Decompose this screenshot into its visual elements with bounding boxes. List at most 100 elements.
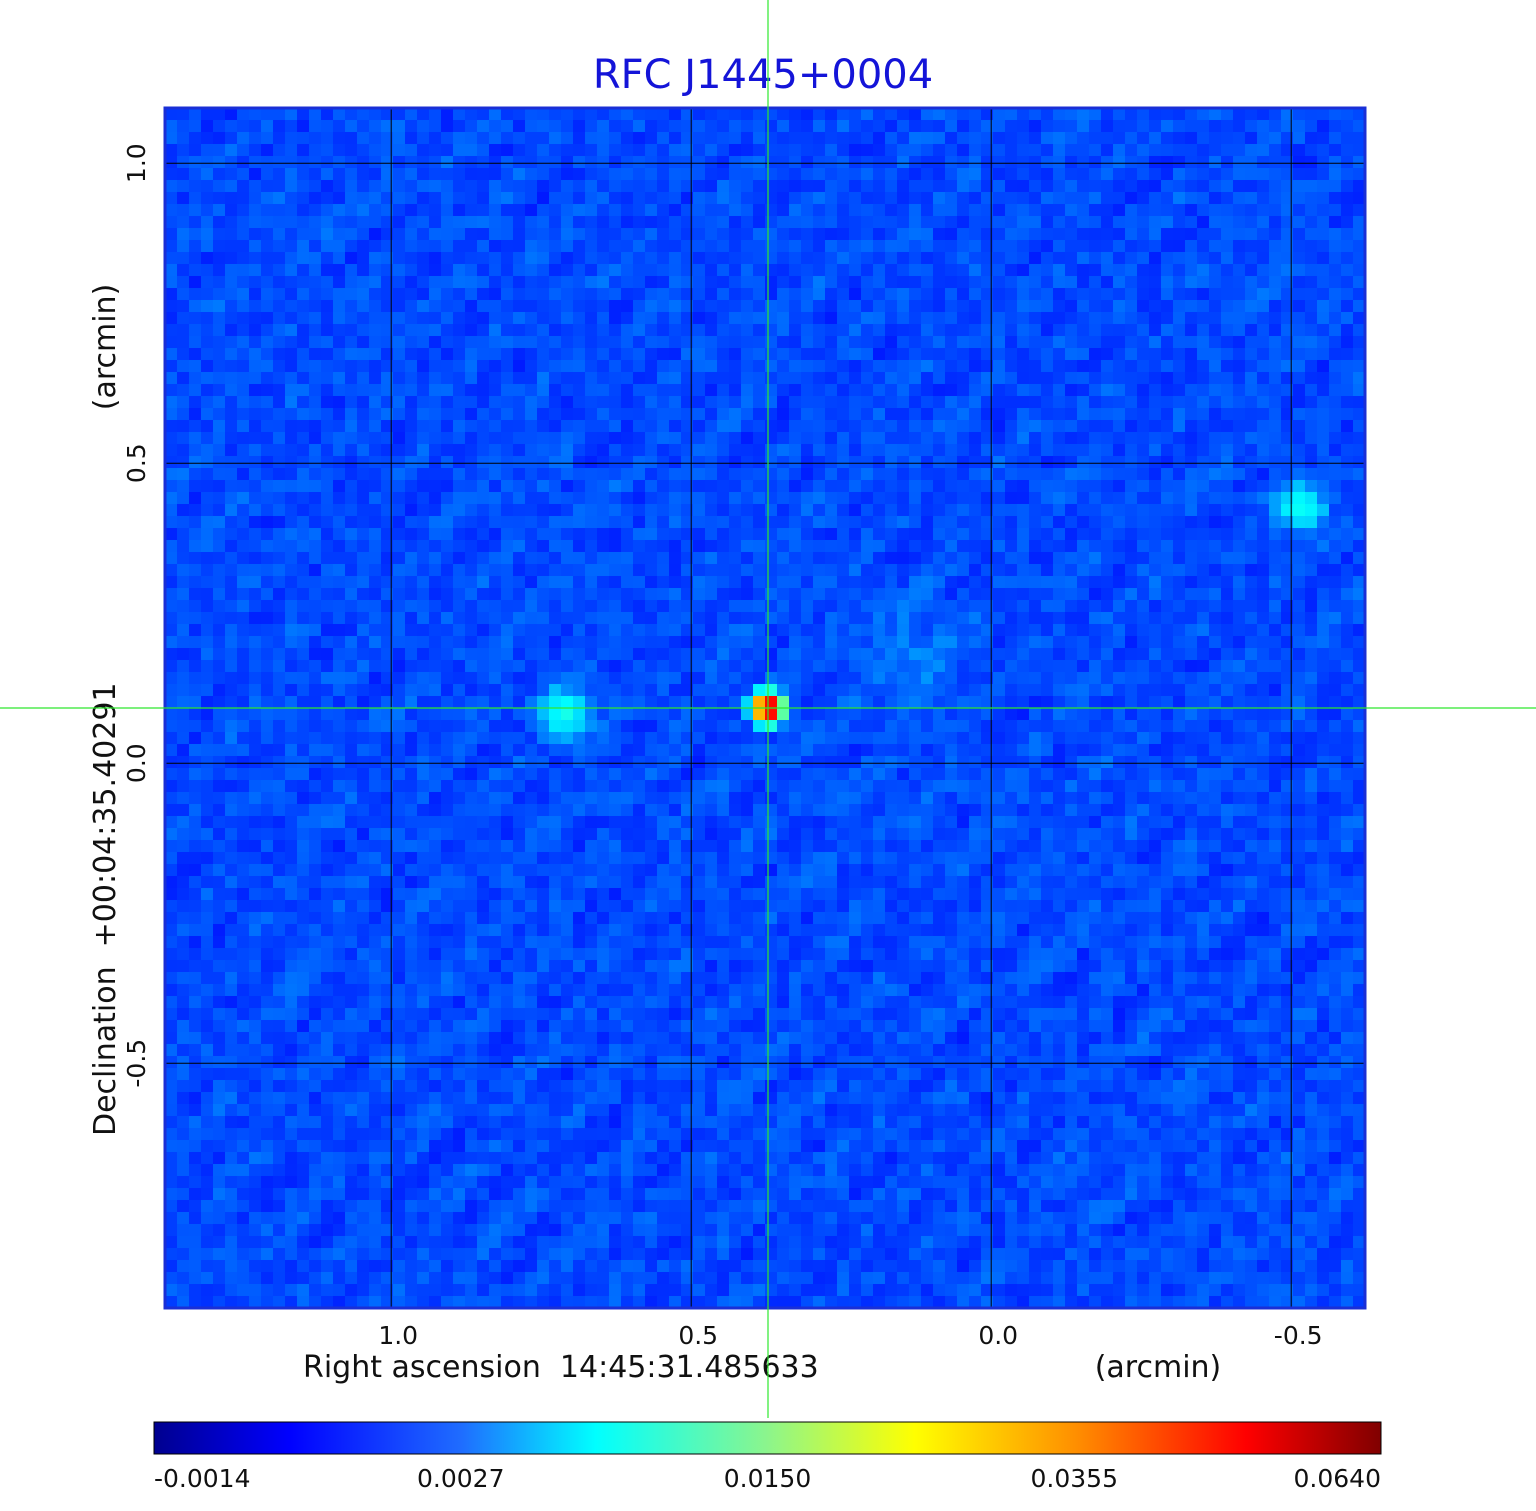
pixel — [261, 108, 274, 121]
pixel — [297, 1008, 310, 1021]
pixel — [393, 204, 406, 217]
pixel — [417, 732, 430, 745]
pixel — [489, 1128, 502, 1141]
pixel — [681, 204, 694, 217]
pixel — [381, 924, 394, 937]
pixel — [345, 1272, 358, 1285]
pixel — [333, 960, 346, 973]
pixel — [393, 336, 406, 349]
pixel — [597, 1128, 610, 1141]
pixel — [285, 1272, 298, 1285]
pixel — [261, 276, 274, 289]
pixel — [477, 864, 490, 877]
pixel — [429, 168, 442, 181]
pixel — [537, 516, 550, 529]
pixel — [597, 420, 610, 433]
pixel — [441, 480, 454, 493]
pixel — [537, 804, 550, 817]
pixel — [525, 276, 538, 289]
pixel — [273, 804, 286, 817]
pixel — [573, 336, 586, 349]
pixel — [237, 156, 250, 169]
pixel — [537, 120, 550, 133]
pixel — [321, 1260, 334, 1273]
pixel — [513, 984, 526, 997]
pixel — [165, 288, 178, 301]
pixel — [321, 816, 334, 829]
pixel — [669, 228, 682, 241]
pixel — [453, 876, 466, 889]
pixel — [357, 1020, 370, 1033]
pixel — [621, 108, 634, 121]
pixel — [189, 300, 202, 313]
pixel — [741, 408, 754, 421]
pixel — [513, 156, 526, 169]
pixel — [537, 732, 550, 745]
pixel — [213, 516, 226, 529]
pixel — [453, 1212, 466, 1225]
pixel — [621, 1116, 634, 1129]
pixel — [501, 396, 514, 409]
pixel — [441, 324, 454, 337]
pixel — [537, 816, 550, 829]
pixel — [585, 324, 598, 337]
pixel — [525, 888, 538, 901]
pixel — [249, 132, 262, 145]
pixel — [441, 636, 454, 649]
pixel — [393, 648, 406, 661]
pixel — [429, 276, 442, 289]
pixel — [537, 528, 550, 541]
pixel — [549, 1200, 562, 1213]
pixel — [333, 720, 346, 733]
pixel — [717, 336, 730, 349]
pixel — [261, 924, 274, 937]
pixel — [453, 132, 466, 145]
pixel — [621, 612, 634, 625]
pixel — [237, 420, 250, 433]
pixel — [657, 1128, 670, 1141]
pixel — [741, 1080, 754, 1093]
pixel — [489, 252, 502, 265]
pixel — [753, 360, 766, 373]
pixel — [165, 204, 178, 217]
pixel — [501, 828, 514, 841]
pixel — [297, 696, 310, 709]
pixel — [405, 1260, 418, 1273]
pixel — [321, 1044, 334, 1057]
pixel — [321, 420, 334, 433]
pixel — [501, 348, 514, 361]
pixel — [489, 696, 502, 709]
pixel — [357, 720, 370, 733]
pixel — [225, 1116, 238, 1129]
pixel — [717, 672, 730, 685]
pixel — [597, 828, 610, 841]
pixel — [273, 1020, 286, 1033]
pixel — [717, 156, 730, 169]
pixel — [393, 180, 406, 193]
pixel — [297, 1224, 310, 1237]
pixel — [573, 1032, 586, 1045]
pixel — [261, 1044, 274, 1057]
pixel — [309, 1164, 322, 1177]
pixel — [177, 708, 190, 721]
pixel — [633, 456, 646, 469]
pixel — [729, 540, 742, 553]
pixel — [453, 720, 466, 733]
pixel — [513, 1020, 526, 1033]
pixel — [585, 1092, 598, 1105]
pixel — [597, 564, 610, 577]
pixel — [729, 1044, 742, 1057]
pixel — [357, 432, 370, 445]
pixel — [513, 756, 526, 769]
pixel — [513, 588, 526, 601]
pixel — [561, 552, 574, 565]
pixel — [201, 1008, 214, 1021]
pixel — [381, 612, 394, 625]
pixel — [597, 900, 610, 913]
pixel — [645, 372, 658, 385]
pixel — [225, 396, 238, 409]
pixel — [177, 1080, 190, 1093]
pixel — [189, 564, 202, 577]
pixel — [285, 744, 298, 757]
pixel — [321, 180, 334, 193]
